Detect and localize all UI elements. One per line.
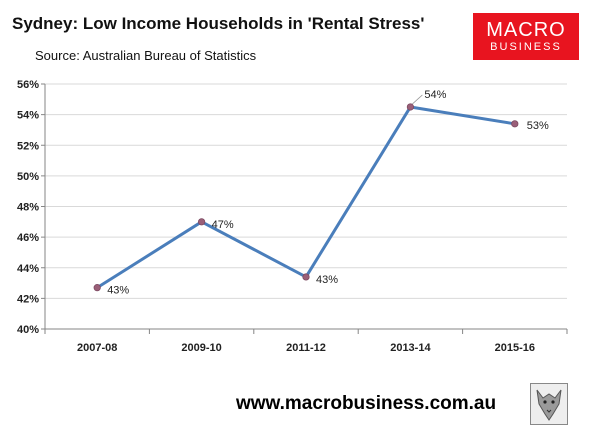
x-tick-label: 2015-16 bbox=[495, 342, 535, 354]
data-point bbox=[302, 273, 310, 281]
y-tick-label: 46% bbox=[17, 232, 39, 244]
x-tick-label: 2011-12 bbox=[286, 342, 326, 354]
data-point bbox=[406, 103, 414, 111]
data-point bbox=[511, 120, 519, 128]
data-label: 54% bbox=[424, 89, 446, 101]
x-tick-label: 2009-10 bbox=[181, 342, 221, 354]
y-tick-label: 52% bbox=[17, 140, 39, 152]
data-label: 43% bbox=[316, 274, 338, 286]
wolf-icon bbox=[530, 383, 568, 425]
data-label: 47% bbox=[212, 219, 234, 231]
y-tick-label: 44% bbox=[17, 263, 39, 275]
data-point bbox=[93, 284, 101, 292]
data-label: 43% bbox=[107, 285, 129, 297]
footer-url[interactable]: www.macrobusiness.com.au bbox=[236, 393, 497, 414]
x-tick-label: 2007-08 bbox=[77, 342, 117, 354]
y-tick-label: 50% bbox=[17, 171, 39, 183]
logo-line2: BUSINESS bbox=[490, 40, 562, 53]
x-tick-label: 2013-14 bbox=[390, 342, 431, 354]
data-point bbox=[198, 218, 206, 226]
y-tick-label: 40% bbox=[17, 324, 39, 336]
series-line bbox=[96, 105, 516, 289]
chart-title: Sydney: Low Income Households in 'Rental… bbox=[12, 14, 425, 33]
logo-line1: MACRO bbox=[486, 18, 566, 41]
y-tick-label: 56% bbox=[17, 79, 39, 91]
y-tick-label: 42% bbox=[17, 293, 39, 305]
macrobusiness-logo: MACRO BUSINESS bbox=[473, 13, 579, 60]
chart-subtitle: Source: Australian Bureau of Statistics bbox=[35, 48, 257, 63]
y-tick-label: 48% bbox=[17, 202, 39, 214]
label-leader bbox=[412, 94, 423, 105]
y-tick-label: 54% bbox=[17, 110, 39, 122]
data-label: 53% bbox=[527, 120, 549, 132]
